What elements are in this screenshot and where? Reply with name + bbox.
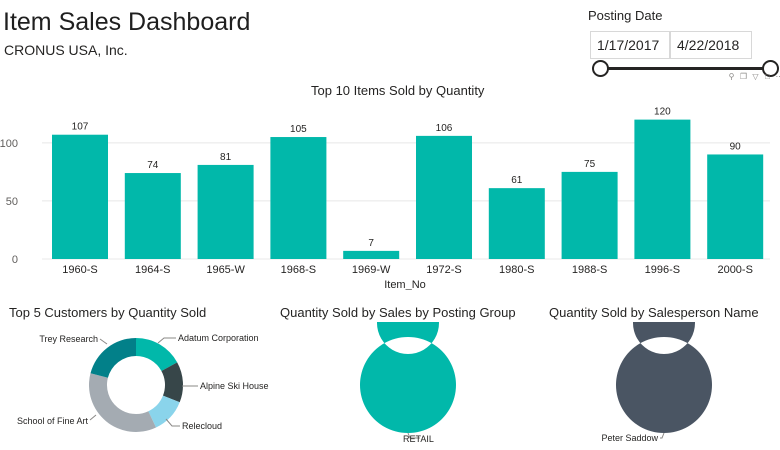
date-range-slider-track[interactable] xyxy=(600,67,770,70)
company-name: CRONUS USA, Inc. xyxy=(4,42,128,58)
end-date-input[interactable] xyxy=(670,31,752,59)
slice-label: Relecloud xyxy=(182,421,222,431)
bar[interactable] xyxy=(124,173,181,259)
bar[interactable] xyxy=(707,154,764,259)
slice-label: School of Fine Art xyxy=(17,416,89,426)
slice-label: RETAIL xyxy=(403,434,434,444)
pin-icon[interactable]: ⚲ xyxy=(728,72,735,81)
date-range-end-handle[interactable] xyxy=(762,60,779,77)
bar[interactable] xyxy=(52,134,108,259)
donut-slice[interactable] xyxy=(616,322,712,433)
posting-date-slicer-label: Posting Date xyxy=(588,8,663,23)
data-label: 61 xyxy=(511,175,523,186)
more-options-icon[interactable]: ⋯ xyxy=(775,72,780,81)
y-tick-label: 50 xyxy=(6,196,18,208)
slice-label: Trey Research xyxy=(39,334,98,344)
x-tick-label: 1969-W xyxy=(352,264,391,276)
page-title: Item Sales Dashboard xyxy=(3,8,251,36)
bar[interactable] xyxy=(270,137,327,259)
data-label: 81 xyxy=(220,152,232,163)
bar-chart-title: Top 10 Items Sold by Quantity xyxy=(311,83,485,98)
x-tick-label: 1996-S xyxy=(645,264,680,276)
leader-line xyxy=(407,432,420,439)
bar[interactable] xyxy=(343,250,400,259)
salesperson-donut-chart: Peter Saddow xyxy=(601,322,712,443)
x-tick-label: 1972-S xyxy=(426,264,461,276)
customers-chart-title: Top 5 Customers by Quantity Sold xyxy=(9,305,207,320)
bar[interactable] xyxy=(488,188,545,259)
top-items-bar-chart: 0 50 100 107 1960-S 74 1964-S 81 1965-W 105 1968-S… xyxy=(0,107,770,290)
y-tick-label: 100 xyxy=(0,138,18,150)
x-tick-label: 1960-S xyxy=(62,264,97,276)
slice-label: Adatum Corporation xyxy=(178,333,259,343)
leader-line xyxy=(99,338,108,345)
leader-line xyxy=(660,432,665,439)
donut-slice[interactable] xyxy=(90,338,136,378)
data-label: 74 xyxy=(147,160,159,171)
slice-label: Peter Saddow xyxy=(601,433,658,443)
leader-line xyxy=(89,414,97,421)
data-label: 120 xyxy=(654,107,671,118)
salesperson-chart-title: Quantity Sold by Salesperson Name xyxy=(549,305,759,320)
x-tick-label: 2000-S xyxy=(717,264,752,276)
donut-slice[interactable] xyxy=(148,395,180,428)
x-tick-label: 1988-S xyxy=(572,264,607,276)
filter-icon[interactable]: ▽ xyxy=(752,72,759,81)
copy-icon[interactable]: ❐ xyxy=(739,72,748,81)
y-tick-label: 0 xyxy=(12,254,18,266)
data-label: 90 xyxy=(730,141,742,152)
bar[interactable] xyxy=(561,171,618,259)
bar[interactable] xyxy=(416,135,472,259)
bar[interactable] xyxy=(197,164,254,259)
focus-mode-icon[interactable]: □ xyxy=(765,72,770,81)
x-axis-label: Item_No xyxy=(384,279,426,290)
data-label: 105 xyxy=(290,124,307,135)
customers-donut-chart: Adatum Corporation Alpine Ski House Relecl… xyxy=(17,333,269,432)
slice-label: Alpine Ski House xyxy=(200,381,269,391)
data-label: 106 xyxy=(436,123,453,134)
donut-slice[interactable] xyxy=(136,338,178,372)
x-tick-label: 1968-S xyxy=(281,264,316,276)
x-tick-label: 1964-S xyxy=(135,264,170,276)
data-label: 107 xyxy=(72,122,89,133)
x-tick-label: 1965-W xyxy=(206,264,245,276)
date-range-start-handle[interactable] xyxy=(592,60,609,77)
posting-group-chart-title: Quantity Sold by Sales by Posting Group xyxy=(280,305,516,320)
donut-slice[interactable] xyxy=(360,322,456,433)
data-label: 75 xyxy=(584,159,596,170)
bar[interactable] xyxy=(634,119,691,259)
x-tick-label: 1980-S xyxy=(499,264,534,276)
data-label: 7 xyxy=(368,238,374,249)
leader-line xyxy=(157,337,176,344)
donut-slice[interactable] xyxy=(88,373,157,432)
start-date-input[interactable] xyxy=(590,31,670,59)
visual-header-toolbar: ⚲ ❐ ▽ □ ⋯ xyxy=(727,72,780,81)
leader-line xyxy=(165,418,180,427)
donut-slice[interactable] xyxy=(161,362,183,403)
posting-group-donut-chart: RETAIL xyxy=(360,322,456,444)
